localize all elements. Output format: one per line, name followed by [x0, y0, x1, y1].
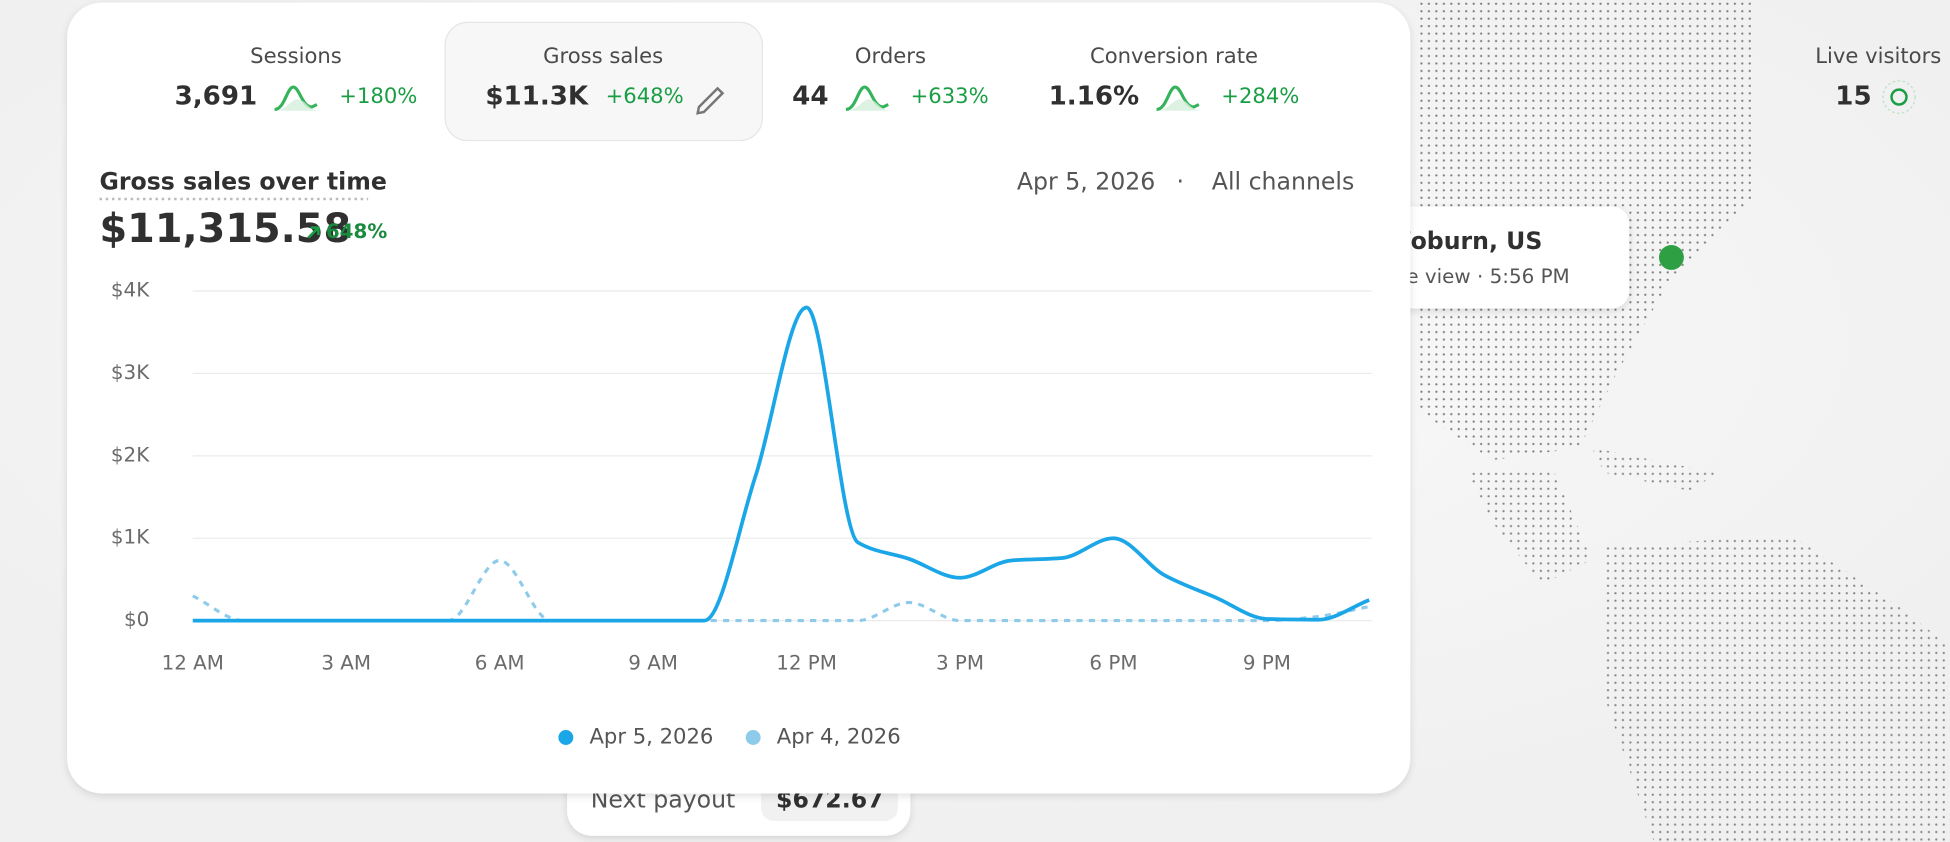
metric-change: +633%	[911, 83, 989, 108]
live-label: Live visitors	[1815, 43, 1941, 68]
legend-swatch	[745, 730, 761, 745]
sparkline-ghost	[1156, 99, 1202, 111]
metrics: Sessions 3,691 +180% Gross sales $11.3K +648%…	[175, 43, 1300, 111]
sparkline-ghost	[845, 99, 891, 111]
separator: ·	[1176, 167, 1184, 195]
x-tick-label: 3 AM	[321, 652, 371, 675]
x-tick-label: 12 PM	[776, 652, 837, 675]
live-visitors: Live visitors 15	[1815, 43, 1941, 114]
chart: $0 $1K $2K $3K $4K 12 AM 3 AM 6 AM 9 AM 12 PM 3 PM…	[111, 279, 1372, 749]
metric-label: Sessions	[250, 43, 342, 68]
metric-label: Orders	[855, 43, 926, 68]
metric-change: +180%	[339, 83, 417, 108]
legend-swatch	[558, 730, 574, 745]
y-tick-label: $3K	[111, 361, 150, 384]
x-tick-label: 12 AM	[162, 652, 224, 675]
y-tick-label: $1K	[111, 526, 150, 549]
chart-channel[interactable]: All channels	[1212, 167, 1354, 195]
legend-label[interactable]: Apr 4, 2026	[777, 724, 901, 749]
x-tick-label: 9 AM	[628, 652, 678, 675]
selected-tile[interactable]	[444, 21, 763, 142]
x-tick-label: 3 PM	[936, 652, 984, 675]
live-ring	[1882, 80, 1916, 114]
sparkline-ghost	[274, 99, 320, 111]
x-tick-label: 6 AM	[475, 652, 525, 675]
metric-value: 44	[792, 82, 828, 112]
edit-icon[interactable]	[696, 86, 725, 115]
metric-value: 1.16%	[1049, 82, 1140, 112]
chart-change: 648%	[326, 220, 387, 243]
y-tick-label: $4K	[111, 279, 150, 302]
metric-change: +648%	[606, 83, 684, 108]
location-card[interactable]: Woburn, US Page view · 5:56 PM	[1355, 206, 1630, 309]
x-tick-label: 6 PM	[1089, 652, 1137, 675]
y-tick-label: $0	[124, 608, 149, 631]
metric-value: 3,691	[175, 82, 258, 112]
x-tick-label: 9 PM	[1243, 652, 1291, 675]
card	[67, 2, 1411, 794]
metric-label: Conversion rate	[1090, 43, 1258, 68]
chart-title: Gross sales over time	[99, 167, 386, 195]
up-arrow	[307, 226, 320, 239]
location-place: Woburn, US	[1385, 227, 1542, 255]
metric-value: $11.3K	[485, 82, 590, 112]
live-value: 15	[1835, 82, 1871, 112]
series-line	[192, 558, 1370, 623]
y-tick-label: $2K	[111, 443, 150, 466]
metric-label: Gross sales	[543, 43, 663, 68]
metric-change: +284%	[1221, 83, 1299, 108]
chart-date[interactable]: Apr 5, 2026	[1017, 167, 1155, 195]
legend-label[interactable]: Apr 5, 2026	[589, 724, 713, 749]
location-event: Page view · 5:56 PM	[1370, 265, 1569, 288]
series-line	[192, 305, 1370, 623]
chart-total: $11,315.58	[99, 206, 351, 252]
location-dot[interactable]	[1658, 245, 1684, 270]
live-indicator	[1890, 88, 1908, 106]
